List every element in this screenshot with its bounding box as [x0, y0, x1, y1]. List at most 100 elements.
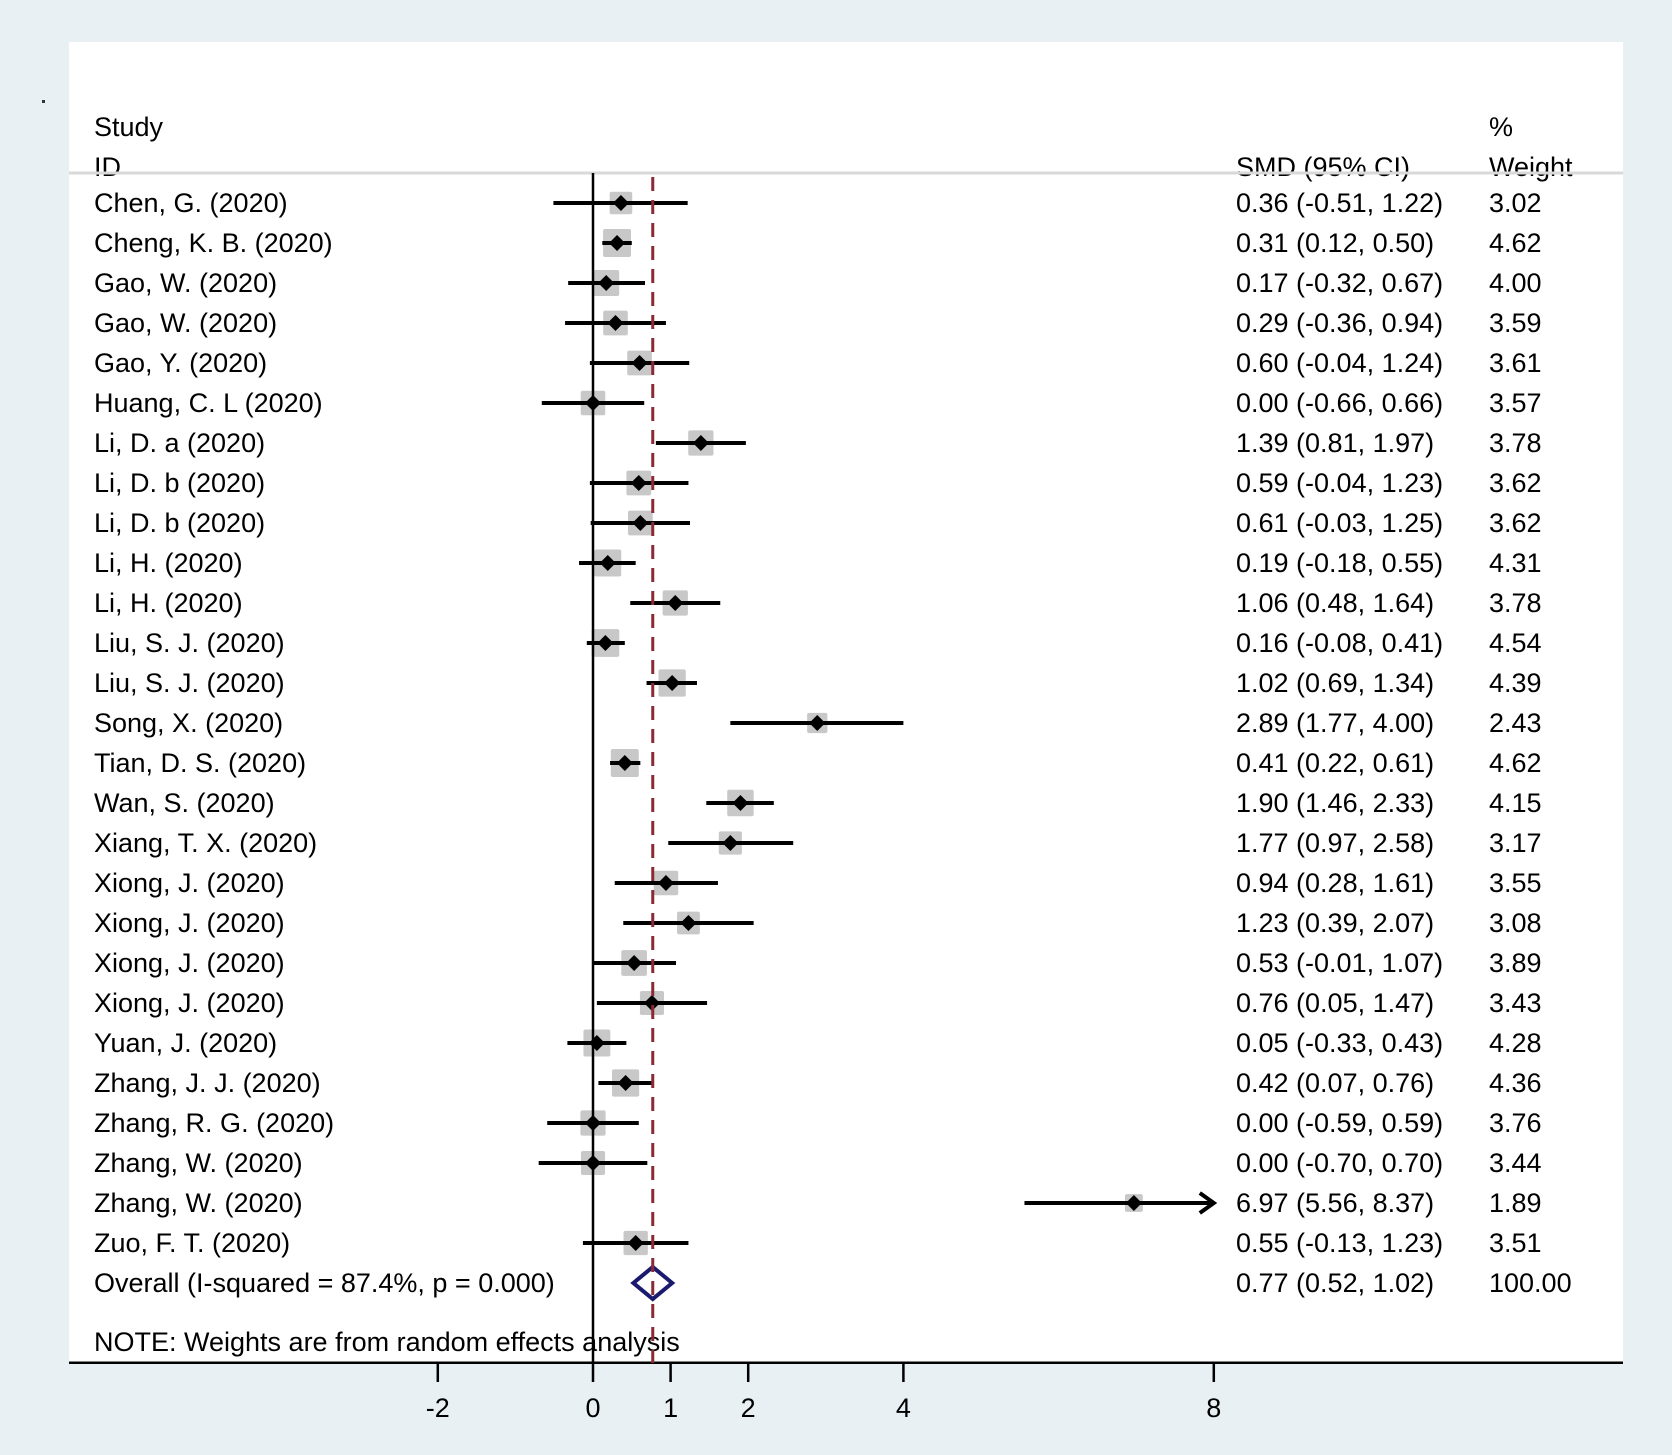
study-weight: 3.62 — [1489, 468, 1542, 498]
study-weight: 3.62 — [1489, 508, 1542, 538]
point-estimate — [692, 435, 709, 451]
study-ci: 0.36 (-0.51, 1.22) — [1236, 188, 1443, 218]
study-weight: 2.43 — [1489, 708, 1542, 738]
study-id: Xiong, J. (2020) — [94, 908, 285, 938]
study-weight: 3.61 — [1489, 348, 1542, 378]
point-estimate — [680, 915, 697, 931]
table-row: Zhang, W. (2020) 0.00 (-0.70, 0.70) 3.44 — [94, 1148, 1542, 1178]
ci-arrow-icon — [1198, 1191, 1218, 1215]
study-ci: 1.02 (0.69, 1.34) — [1236, 668, 1434, 698]
study-ci: 0.55 (-0.13, 1.23) — [1236, 1228, 1443, 1258]
x-tick-label: 0 — [585, 1393, 600, 1423]
study-ci: 0.76 (0.05, 1.47) — [1236, 988, 1434, 1018]
table-row: Gao, W. (2020) 0.17 (-0.32, 0.67) 4.00 — [94, 268, 1542, 298]
study-weight: 1.89 — [1489, 1188, 1542, 1218]
study-ci: 0.17 (-0.32, 0.67) — [1236, 268, 1443, 298]
study-id: Zhang, W. (2020) — [94, 1188, 303, 1218]
study-id: Wan, S. (2020) — [94, 788, 275, 818]
header-study: Study — [94, 112, 164, 142]
overall-weight: 100.00 — [1489, 1268, 1572, 1298]
table-row: Chen, G. (2020) 0.36 (-0.51, 1.22) 3.02 — [94, 188, 1542, 218]
point-estimate — [667, 595, 684, 611]
study-weight: 3.17 — [1489, 828, 1542, 858]
table-row: Gao, W. (2020) 0.29 (-0.36, 0.94) 3.59 — [94, 308, 1542, 338]
forest-plot: Study ID SMD (95% CI) % Weight Chen, G. … — [69, 112, 1623, 1364]
study-id: Liu, S. J. (2020) — [94, 668, 285, 698]
study-id: Cheng, K. B. (2020) — [94, 228, 333, 258]
study-weight: 4.15 — [1489, 788, 1542, 818]
forest-plot-panel: Study ID SMD (95% CI) % Weight Chen, G. … — [69, 42, 1623, 1364]
note-text: NOTE: Weights are from random effects an… — [94, 1327, 680, 1357]
study-ci: 0.00 (-0.59, 0.59) — [1236, 1108, 1443, 1138]
table-row: Xiang, T. X. (2020) 1.77 (0.97, 2.58) 3.17 — [94, 828, 1542, 858]
table-row: Yuan, J. (2020) 0.05 (-0.33, 0.43) 4.28 — [94, 1028, 1542, 1058]
study-ci: 0.61 (-0.03, 1.25) — [1236, 508, 1443, 538]
study-id: Zhang, J. J. (2020) — [94, 1068, 321, 1098]
table-row: Xiong, J. (2020) 0.53 (-0.01, 1.07) 3.89 — [94, 948, 1542, 978]
x-tick-label: 2 — [741, 1393, 756, 1423]
stray-dot — [42, 100, 45, 103]
study-weight: 3.43 — [1489, 988, 1542, 1018]
study-weight: 3.57 — [1489, 388, 1542, 418]
point-estimate — [809, 715, 826, 731]
point-estimate — [631, 355, 648, 371]
study-weight: 3.78 — [1489, 428, 1542, 458]
point-estimate — [612, 195, 629, 211]
study-weight: 4.54 — [1489, 628, 1542, 658]
study-id: Li, D. a (2020) — [94, 428, 265, 458]
overall-ci: 0.77 (0.52, 1.02) — [1236, 1268, 1434, 1298]
table-row: Zhang, R. G. (2020) 0.00 (-0.59, 0.59) 3.7… — [94, 1108, 1542, 1138]
header-weight: Weight — [1489, 152, 1573, 182]
study-weight: 4.28 — [1489, 1028, 1542, 1058]
study-rows: Chen, G. (2020) 0.36 (-0.51, 1.22) 3.02Che… — [94, 188, 1542, 1258]
study-id: Zhang, W. (2020) — [94, 1148, 303, 1178]
x-tick-label: 8 — [1206, 1393, 1221, 1423]
study-ci: 0.41 (0.22, 0.61) — [1236, 748, 1434, 778]
table-row: Huang, C. L (2020) 0.00 (-0.66, 0.66) 3.57 — [94, 388, 1542, 418]
table-row: Gao, Y. (2020) 0.60 (-0.04, 1.24) 3.61 — [94, 348, 1542, 378]
study-weight: 3.59 — [1489, 308, 1542, 338]
study-id: Chen, G. (2020) — [94, 188, 288, 218]
study-weight: 4.00 — [1489, 268, 1542, 298]
study-weight: 4.39 — [1489, 668, 1542, 698]
study-ci: 6.97 (5.56, 8.37) — [1236, 1188, 1434, 1218]
study-id: Liu, S. J. (2020) — [94, 628, 285, 658]
point-estimate — [627, 1235, 644, 1251]
study-ci: 0.00 (-0.70, 0.70) — [1236, 1148, 1443, 1178]
study-ci: 2.89 (1.77, 4.00) — [1236, 708, 1434, 738]
point-estimate — [643, 995, 660, 1011]
table-row: Li, D. b (2020) 0.61 (-0.03, 1.25) 3.62 — [94, 508, 1542, 538]
study-id: Tian, D. S. (2020) — [94, 748, 306, 778]
point-estimate — [598, 275, 615, 291]
table-row: Wan, S. (2020) 1.90 (1.46, 2.33) 4.15 — [94, 788, 1542, 818]
study-weight: 3.78 — [1489, 588, 1542, 618]
study-id: Li, D. b (2020) — [94, 508, 265, 538]
point-estimate — [597, 635, 614, 651]
point-estimate — [722, 835, 739, 851]
x-tick-label: -2 — [426, 1393, 450, 1423]
study-id: Zuo, F. T. (2020) — [94, 1228, 290, 1258]
study-weight: 4.62 — [1489, 228, 1542, 258]
table-row: Cheng, K. B. (2020) 0.31 (0.12, 0.50) 4.62 — [94, 228, 1542, 258]
point-estimate — [599, 555, 616, 571]
study-id: Li, H. (2020) — [94, 588, 243, 618]
study-id: Xiang, T. X. (2020) — [94, 828, 317, 858]
table-row: Zuo, F. T. (2020) 0.55 (-0.13, 1.23) 3.51 — [94, 1228, 1542, 1258]
study-id: Huang, C. L (2020) — [94, 388, 323, 418]
x-tick-label: 4 — [896, 1393, 911, 1423]
study-weight: 4.31 — [1489, 548, 1542, 578]
table-row: Liu, S. J. (2020) 0.16 (-0.08, 0.41) 4.54 — [94, 628, 1542, 658]
table-row: Song, X. (2020) 2.89 (1.77, 4.00) 2.43 — [94, 708, 1542, 738]
study-id: Xiong, J. (2020) — [94, 988, 285, 1018]
point-estimate — [732, 795, 749, 811]
overall-diamond — [630, 1264, 676, 1302]
study-id: Song, X. (2020) — [94, 708, 283, 738]
study-id: Xiong, J. (2020) — [94, 868, 285, 898]
study-id: Li, H. (2020) — [94, 548, 243, 578]
header-effect: SMD (95% CI) — [1236, 152, 1410, 182]
study-weight: 3.76 — [1489, 1108, 1542, 1138]
study-weight: 3.89 — [1489, 948, 1542, 978]
study-weight: 3.55 — [1489, 868, 1542, 898]
study-ci: 0.00 (-0.66, 0.66) — [1236, 388, 1443, 418]
study-ci: 0.59 (-0.04, 1.23) — [1236, 468, 1443, 498]
